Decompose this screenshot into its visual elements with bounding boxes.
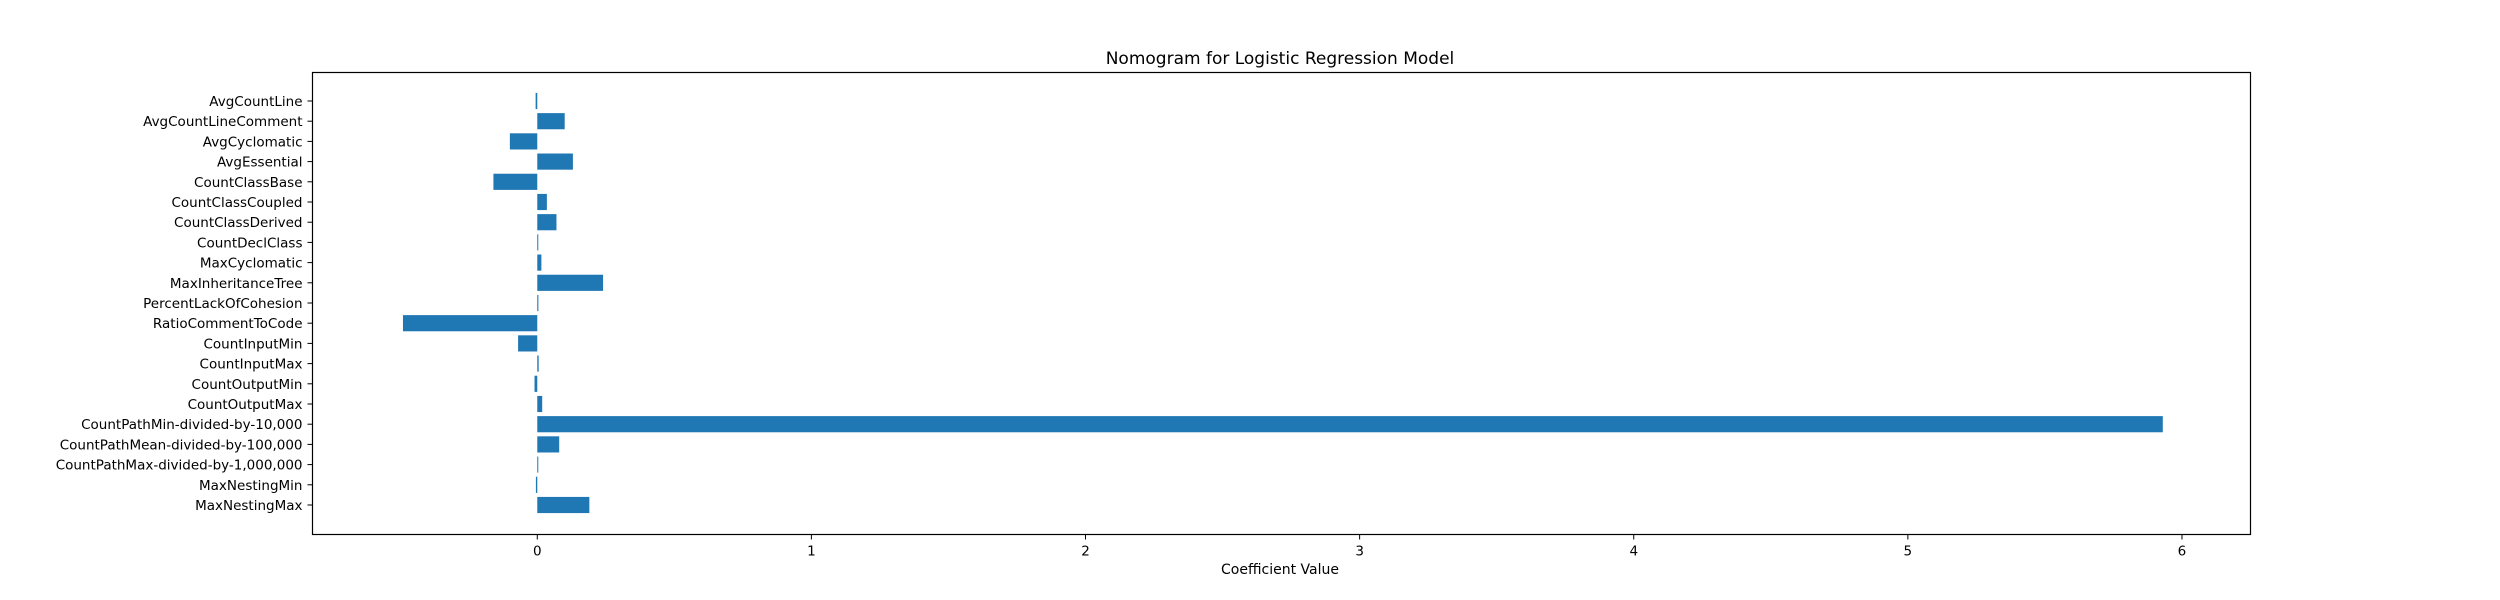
y-tick-label: AvgCountLine [209,94,302,110]
bar [537,214,557,231]
y-tick-label: CountInputMin [203,336,302,352]
y-tick-label: CountOutputMin [192,377,303,393]
bar [537,113,565,130]
bar [537,355,539,372]
bar [493,173,538,190]
y-tick-label: AvgEssential [217,155,303,171]
y-tick-label: CountPathMean-divided-by-100,000 [60,437,303,453]
bar [518,335,538,352]
y-tick-label: AvgCyclomatic [203,134,303,150]
y-tick-label: RatioCommentToCode [153,316,303,332]
bar [534,375,538,392]
bar [537,254,542,271]
bar [537,395,543,413]
x-tick-label: 0 [533,544,542,560]
x-tick-label: 1 [807,544,816,560]
bar [537,274,604,291]
x-tick-label: 6 [2178,544,2187,560]
y-tick-label: CountClassDerived [174,215,302,231]
bar [537,153,573,170]
chart-title: Nomogram for Logistic Regression Model [1106,49,1455,69]
y-tick-label: PercentLackOfCohesion [143,296,302,312]
x-tick-label: 2 [1081,544,1090,560]
y-tick-label: MaxNestingMax [195,498,302,514]
x-axis-label: Coefficient Value [1221,562,1339,578]
bar [402,315,538,332]
plot-frame [311,71,2252,536]
y-tick-label: MaxCyclomatic [200,256,303,272]
y-tick-label: AvgCountLineComment [143,114,302,130]
x-tick-label: 5 [1904,544,1913,560]
bar [537,193,547,211]
y-tick-label: CountClassCoupled [171,195,302,211]
x-tick-label: 3 [1355,544,1364,560]
bar [537,234,539,251]
bar [535,476,538,493]
y-tick-label: CountClassBase [194,175,302,191]
bars [402,92,2163,514]
bar [537,294,539,312]
y-tick-label: CountPathMin-divided-by-10,000 [81,417,302,433]
x-tick-label: 4 [1629,544,1638,560]
bar [537,416,2163,433]
x-ticks: 0 1 2 3 4 5 6 [533,534,2187,560]
bar [537,496,590,514]
y-tick-labels: AvgCountLine AvgCountLineComment AvgCyclom… [56,94,313,514]
y-tick-label: CountPathMax-divided-by-1,000,000 [56,458,303,474]
y-tick-label: MaxNestingMin [199,478,302,494]
bar [509,133,538,150]
bar [537,456,539,473]
y-tick-label: CountDeclClass [197,235,302,251]
y-tick-label: CountOutputMax [188,397,303,413]
y-tick-label: CountInputMax [200,357,303,373]
y-tick-label: MaxInheritanceTree [170,276,303,292]
bar [537,436,560,453]
bar [535,92,538,110]
